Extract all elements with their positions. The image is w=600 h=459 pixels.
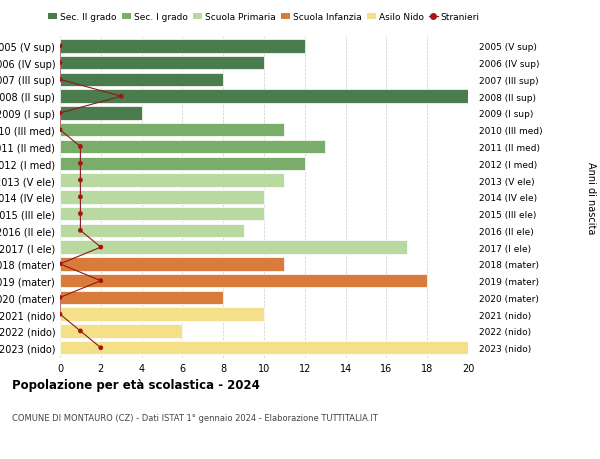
Point: [76, 177, 85, 185]
Point: [55, 110, 65, 118]
Point: [55, 77, 65, 84]
Point: [76, 210, 85, 218]
Point: [116, 93, 126, 101]
Point: [76, 328, 85, 335]
Bar: [60, 140, 325, 154]
Bar: [60, 257, 284, 271]
Bar: [60, 73, 223, 87]
Bar: [60, 308, 264, 321]
Point: [55, 261, 65, 268]
Bar: [60, 57, 264, 70]
Bar: [60, 291, 223, 304]
Point: [55, 43, 65, 50]
Bar: [60, 341, 468, 355]
Bar: [60, 124, 284, 137]
Point: [76, 194, 85, 201]
Bar: [60, 241, 407, 254]
Text: Anni di nascita: Anni di nascita: [586, 161, 596, 234]
Bar: [60, 207, 264, 221]
Bar: [60, 190, 264, 204]
Point: [96, 344, 106, 352]
Point: [76, 144, 85, 151]
Point: [76, 227, 85, 235]
Point: [76, 160, 85, 168]
Text: COMUNE DI MONTAURO (CZ) - Dati ISTAT 1° gennaio 2024 - Elaborazione TUTTITALIA.I: COMUNE DI MONTAURO (CZ) - Dati ISTAT 1° …: [12, 413, 378, 422]
Bar: [60, 90, 468, 104]
Legend: Sec. II grado, Sec. I grado, Scuola Primaria, Scuola Infanzia, Asilo Nido, Stran: Sec. II grado, Sec. I grado, Scuola Prim…: [45, 10, 483, 26]
Point: [55, 311, 65, 318]
Point: [55, 294, 65, 302]
Point: [96, 244, 106, 251]
Text: Popolazione per età scolastica - 2024: Popolazione per età scolastica - 2024: [12, 379, 260, 392]
Bar: [60, 274, 427, 288]
Bar: [60, 40, 305, 53]
Bar: [60, 157, 305, 171]
Point: [55, 60, 65, 67]
Point: [96, 277, 106, 285]
Point: [55, 127, 65, 134]
Bar: [60, 224, 244, 238]
Bar: [60, 325, 182, 338]
Bar: [60, 107, 142, 120]
Bar: [60, 174, 284, 187]
